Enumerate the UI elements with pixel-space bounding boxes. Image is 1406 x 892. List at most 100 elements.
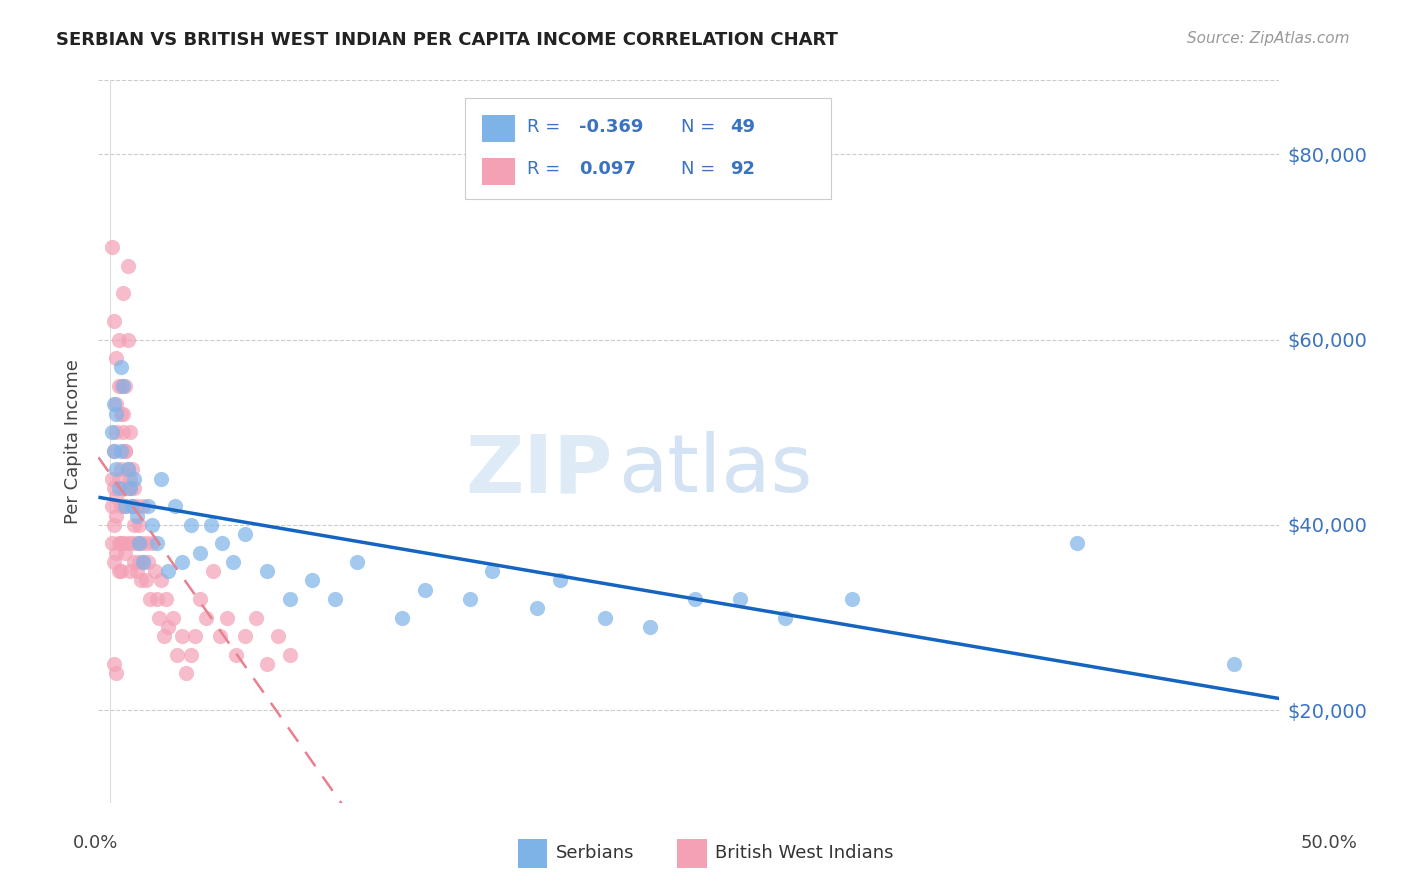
Point [121, 500, 143, 514]
Text: Source: ZipAtlas.com: Source: ZipAtlas.com [1187, 31, 1350, 46]
Point [267, 629, 290, 643]
Point [458, 592, 481, 607]
FancyBboxPatch shape [464, 98, 831, 200]
Point [114, 500, 136, 514]
Point [110, 462, 132, 476]
Point [157, 620, 180, 634]
Point [110, 500, 132, 514]
Point [105, 490, 128, 504]
Point [118, 564, 141, 578]
Point [110, 443, 132, 458]
Point [101, 240, 124, 254]
Point [117, 462, 139, 476]
Point [117, 536, 139, 550]
Point [180, 517, 202, 532]
Point [125, 536, 148, 550]
Point [135, 574, 157, 588]
Point [121, 462, 143, 476]
Point [1223, 657, 1246, 671]
Point [225, 648, 247, 662]
Point [101, 536, 124, 550]
Point [141, 517, 163, 532]
Point [110, 360, 132, 375]
Point [125, 500, 148, 514]
Point [139, 592, 162, 607]
Point [135, 536, 157, 550]
Point [593, 610, 616, 624]
Y-axis label: Per Capita Income: Per Capita Income [65, 359, 83, 524]
Point [136, 500, 159, 514]
Point [841, 592, 863, 607]
Text: British West Indians: British West Indians [714, 845, 893, 863]
Point [184, 629, 207, 643]
Text: 92: 92 [730, 161, 755, 178]
Text: R =: R = [527, 161, 567, 178]
Point [1066, 536, 1088, 550]
Point [162, 610, 184, 624]
Point [256, 564, 278, 578]
Point [124, 517, 146, 532]
Point [107, 333, 129, 347]
Text: 0.097: 0.097 [579, 161, 636, 178]
Point [128, 536, 150, 550]
Point [124, 481, 146, 495]
Point [112, 536, 135, 550]
Point [125, 508, 148, 523]
Point [146, 592, 169, 607]
Point [166, 648, 188, 662]
Point [526, 601, 548, 615]
Point [107, 536, 129, 550]
Point [103, 555, 125, 569]
Point [121, 500, 143, 514]
Point [157, 564, 180, 578]
Point [103, 397, 125, 411]
Text: R =: R = [527, 119, 567, 136]
Text: N =: N = [681, 161, 721, 178]
Point [141, 536, 163, 550]
Point [107, 379, 129, 393]
Point [132, 555, 155, 569]
Point [107, 472, 129, 486]
Point [103, 443, 125, 458]
Text: Serbians: Serbians [555, 845, 634, 863]
Point [233, 527, 256, 541]
Point [105, 508, 128, 523]
Point [278, 648, 301, 662]
Point [103, 517, 125, 532]
Point [150, 472, 173, 486]
Point [346, 555, 368, 569]
Point [163, 500, 186, 514]
Point [114, 443, 136, 458]
Point [112, 407, 135, 421]
Text: atlas: atlas [619, 432, 813, 509]
Text: N =: N = [681, 119, 721, 136]
Point [121, 500, 143, 514]
Point [211, 536, 233, 550]
Point [155, 592, 177, 607]
Point [110, 407, 132, 421]
Bar [482, 158, 516, 185]
Point [117, 462, 139, 476]
Point [118, 481, 141, 495]
Point [413, 582, 436, 597]
Point [103, 443, 125, 458]
Point [125, 564, 148, 578]
Bar [517, 838, 547, 868]
Point [132, 500, 155, 514]
Point [146, 536, 169, 550]
Bar [678, 838, 707, 868]
Point [143, 564, 166, 578]
Point [110, 379, 132, 393]
Point [121, 536, 143, 550]
Point [114, 379, 136, 393]
Point [129, 536, 152, 550]
Point [683, 592, 706, 607]
Bar [482, 115, 516, 143]
Text: 0.0%: 0.0% [73, 834, 118, 852]
Point [132, 555, 155, 569]
Point [773, 610, 796, 624]
Point [118, 472, 141, 486]
Point [105, 425, 128, 440]
Point [129, 574, 152, 588]
Point [103, 481, 125, 495]
